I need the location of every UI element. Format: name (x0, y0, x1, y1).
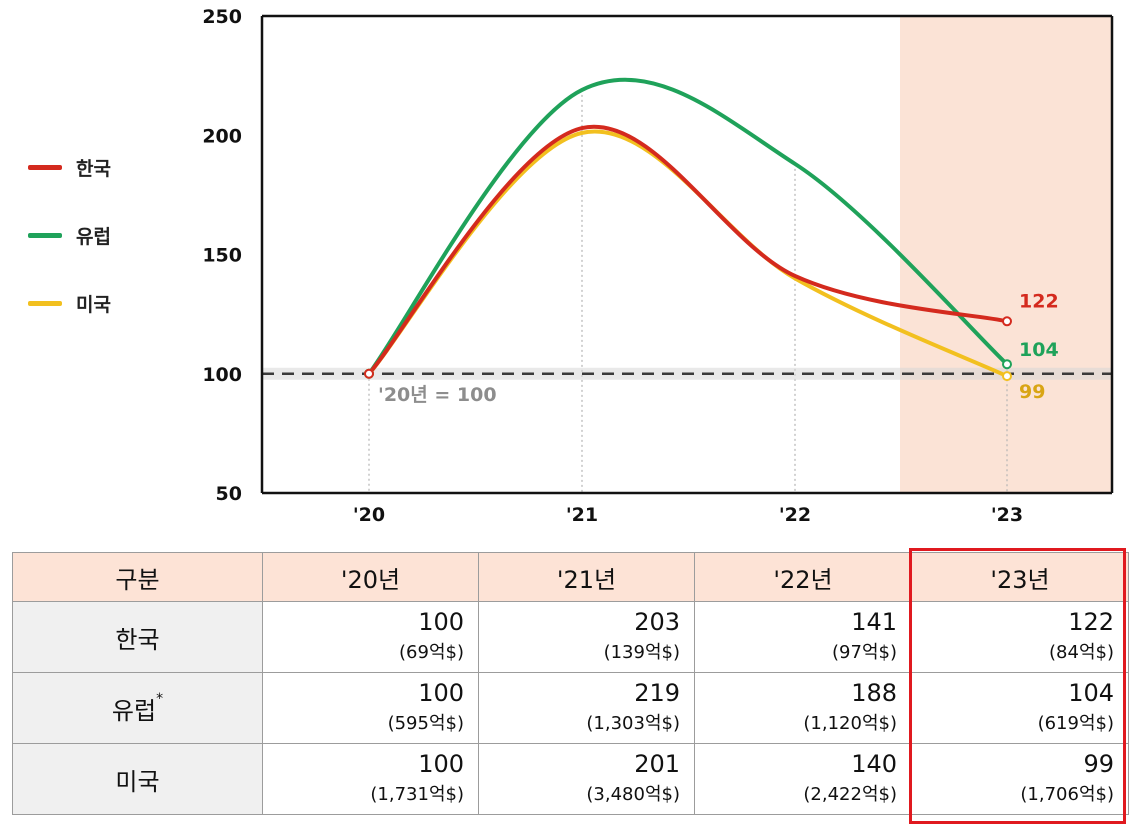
y-tick-label: 50 (216, 483, 242, 505)
footnote-mark: * (156, 690, 164, 707)
column-header-2022: '22년 (694, 552, 912, 602)
amount-value: (595억$) (387, 713, 464, 734)
line-chart: '20년 = 100 50 100 150 200 250 '20 '21 '22 '23 99 10… (28, 6, 1114, 526)
data-point-korea (1002, 316, 1012, 327)
table-row-usa: 미국 100 (1,731억$) 201 (3,480억$) 140 (2,422억$… (12, 743, 1129, 815)
legend-item-usa: 미국 (28, 286, 111, 320)
index-value: 122 (1068, 608, 1114, 636)
legend-item-korea: 한국 (28, 150, 111, 184)
legend-swatch-usa (28, 300, 62, 306)
legend-item-europe: 유럽 (28, 218, 111, 252)
data-point-korea (364, 368, 374, 379)
table-row-europe: 유럽* 100 (595억$) 219 (1,303억$) 188 (1,120억$)… (12, 672, 1129, 744)
index-value: 100 (418, 679, 464, 707)
series-line-europe (367, 77, 1009, 376)
legend-label-usa: 미국 (76, 293, 111, 316)
amount-value: (139억$) (603, 642, 680, 663)
column-header-2020: '20년 (262, 552, 479, 602)
row-label-text: 한국 (115, 625, 160, 654)
index-value: 203 (634, 608, 680, 636)
amount-value: (3,480억$) (586, 784, 680, 805)
amount-value: (619억$) (1037, 713, 1114, 734)
data-point-usa (1002, 371, 1012, 382)
row-label-korea: 한국 (12, 601, 263, 673)
y-tick-label: 200 (202, 125, 242, 147)
highlight-band-2023 (900, 16, 1112, 493)
column-header-2023: '23년 (911, 552, 1129, 602)
data-table: 구분 '20년 '21년 '22년 '23년 한국 100 (69억$) 203 (… (12, 552, 1129, 815)
amount-value: (97억$) (832, 642, 897, 663)
data-label-korea: 122 (1019, 290, 1059, 312)
table-cell: 188 (1,120억$) (694, 672, 912, 744)
row-label-usa: 미국 (12, 743, 263, 815)
data-point-europe (1002, 359, 1012, 370)
table-cell: 100 (1,731억$) (262, 743, 479, 815)
amount-value: (69억$) (399, 642, 464, 663)
index-value: 188 (851, 679, 897, 707)
column-header-2021: '21년 (478, 552, 695, 602)
data-label-europe: 104 (1019, 339, 1059, 361)
y-tick-label: 100 (202, 364, 242, 386)
table-cell: 99 (1,706억$) (911, 743, 1129, 815)
legend-swatch-europe (28, 232, 62, 238)
series-line-korea (367, 124, 1009, 376)
row-label-text: 유럽 (111, 696, 157, 725)
table-cell: 219 (1,303억$) (478, 672, 695, 744)
index-value: 104 (1068, 679, 1114, 707)
amount-value: (1,303억$) (586, 713, 680, 734)
table-cell: 140 (2,422억$) (694, 743, 912, 815)
table-corner-header: 구분 (12, 552, 263, 602)
legend-label-korea: 한국 (76, 157, 111, 180)
index-value: 100 (418, 750, 464, 778)
amount-value: (1,731억$) (370, 784, 464, 805)
table-cell: 100 (69억$) (262, 601, 479, 673)
table-cell: 201 (3,480억$) (478, 743, 695, 815)
row-label-europe: 유럽* (12, 672, 263, 744)
x-tick-label: '23 (991, 504, 1023, 526)
index-value: 141 (851, 608, 897, 636)
amount-value: (2,422억$) (803, 784, 897, 805)
chart-legend: 한국 유럽 미국 (28, 150, 111, 354)
x-tick-label: '21 (566, 504, 598, 526)
data-label-usa: 99 (1019, 381, 1045, 403)
table-row-korea: 한국 100 (69억$) 203 (139억$) 141 (97억$) 122 (84… (12, 601, 1129, 673)
table-cell: 100 (595억$) (262, 672, 479, 744)
x-tick-label: '20 (353, 504, 385, 526)
amount-value: (1,120억$) (803, 713, 897, 734)
row-label-text: 미국 (115, 767, 160, 796)
chart-svg: '20년 = 100 50 100 150 200 250 '20 '21 '22 '23 99 10… (202, 6, 1114, 526)
y-tick-label: 250 (202, 6, 242, 28)
index-value: 201 (634, 750, 680, 778)
x-tick-label: '22 (779, 504, 811, 526)
index-value: 99 (1083, 750, 1114, 778)
table-cell: 141 (97억$) (694, 601, 912, 673)
index-value: 140 (851, 750, 897, 778)
amount-value: (84억$) (1049, 642, 1114, 663)
legend-swatch-korea (28, 164, 62, 170)
legend-label-europe: 유럽 (76, 225, 111, 248)
baseline-label: '20년 = 100 (378, 384, 497, 406)
y-tick-label: 150 (202, 245, 242, 267)
table-cell: 122 (84억$) (911, 601, 1129, 673)
index-value: 100 (418, 608, 464, 636)
table-cell: 203 (139억$) (478, 601, 695, 673)
amount-value: (1,706억$) (1020, 784, 1114, 805)
index-value: 219 (634, 679, 680, 707)
table-cell: 104 (619억$) (911, 672, 1129, 744)
table-header-row: 구분 '20년 '21년 '22년 '23년 (12, 552, 1129, 602)
